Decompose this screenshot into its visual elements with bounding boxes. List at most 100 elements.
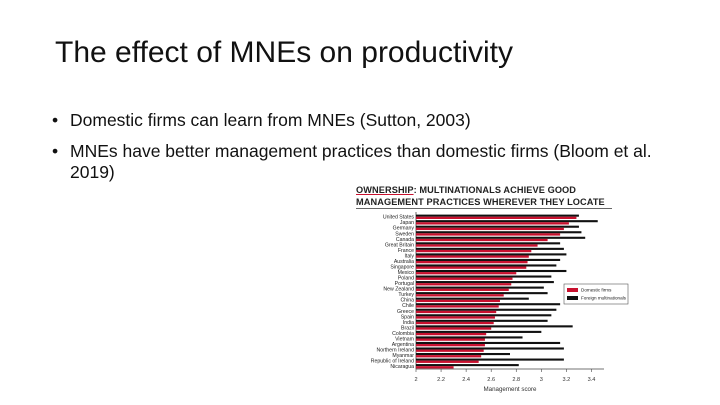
bar-domestic-firms [416,327,492,330]
x-axis-label: Management score [484,386,538,393]
legend-label: Foreign multinationals [581,296,627,301]
chart-title-rule [356,208,612,209]
category-label: Spain [401,314,414,320]
bar-foreign-multinationals [416,242,561,245]
category-label: Japan [400,220,414,226]
chart-legend [563,283,629,305]
category-label: Sweden [395,231,414,237]
bar-foreign-multinationals [416,303,561,306]
bar-foreign-multinationals [416,275,552,278]
category-label: Colombia [392,331,414,337]
bar-foreign-multinationals [416,258,561,261]
bullet-item: • Domestic firms can learn from MNEs (Su… [52,110,692,131]
bar-domestic-firms [416,227,564,231]
chart-title-highlight: OWNERSHIP [356,185,414,195]
slide-title: The effect of MNEs on productivity [55,36,513,69]
bar-domestic-firms [416,255,529,258]
bar-foreign-multinationals [416,330,542,333]
bar-foreign-multinationals [416,297,529,300]
x-tick-label: 3 [540,377,543,383]
bar-domestic-firms [416,238,548,242]
bar-domestic-firms [416,222,569,225]
category-label: Vietnam [395,336,414,342]
category-label: Great Britain [385,242,414,248]
category-label: Myanmar [392,353,414,359]
bar-foreign-multinationals [416,336,523,339]
bar-domestic-firms [416,216,577,219]
category-label: United States [383,215,415,221]
bullet-dot: • [52,141,59,161]
bar-foreign-multinationals [416,352,510,356]
category-label: France [398,248,414,254]
bar-foreign-multinationals [416,314,552,317]
bar-domestic-firms [416,338,485,341]
bullet-list: • Domestic firms can learn from MNEs (Su… [52,110,692,193]
category-label: Brazil [401,325,414,331]
bar-domestic-firms [416,294,504,297]
bar-domestic-firms [416,283,512,286]
bar-domestic-firms [416,355,482,358]
x-tick-label: 2 [414,377,417,383]
bullet-dot: • [52,110,59,130]
bullet-item: • MNEs have better management practices … [52,141,692,183]
bar-foreign-multinationals [416,341,561,345]
x-tick-label: 2.6 [487,377,495,383]
bar-domestic-firms [416,266,527,269]
bar-domestic-firms [416,249,532,253]
chart-title-rest: : MULTINATIONALS ACHIEVE GOOD MANAGEMENT… [356,185,605,207]
category-label: Argentina [392,342,414,348]
category-label: Nicaragua [390,364,414,370]
bar-foreign-multinationals [416,292,548,295]
legend-swatch [567,288,578,292]
category-label: Republic of Ireland [371,359,414,365]
bar-domestic-firms [416,305,499,308]
bar-foreign-multinationals [416,220,598,223]
bar-domestic-firms [416,360,479,363]
chart-figure: OWNERSHIP: MULTINATIONALS ACHIEVE GOOD M… [352,183,630,399]
legend-swatch [567,296,578,300]
bar-domestic-firms [416,316,495,319]
bar-foreign-multinationals [416,253,567,256]
bar-foreign-multinationals [416,264,557,267]
category-label: Portugal [395,281,414,287]
bar-foreign-multinationals [416,236,586,239]
x-tick-label: 2.2 [437,377,445,383]
category-label: Poland [398,276,414,282]
bar-domestic-firms [416,349,484,352]
bar-domestic-firms [416,288,509,291]
bar-domestic-firms [416,233,561,236]
legend-label: Domestic firms [581,288,612,293]
bar-foreign-multinationals [416,286,544,289]
bar-domestic-firms [416,260,528,264]
category-label: Australia [394,259,414,265]
category-label: Italy [404,253,414,259]
bar-foreign-multinationals [416,308,557,311]
bar-foreign-multinationals [416,269,567,273]
category-label: India [403,320,414,326]
bar-foreign-multinationals [416,319,548,322]
category-label: New Zealand [383,287,414,293]
bar-foreign-multinationals [416,281,554,284]
category-label: Turkey [398,292,414,298]
bar-foreign-multinationals [416,358,564,361]
bar-foreign-multinationals [416,247,564,250]
category-label: Greece [397,309,414,315]
x-tick-label: 2.4 [462,377,470,383]
bar-foreign-multinationals [416,364,519,367]
category-label: Canada [396,237,414,243]
category-label: Germany [393,226,415,232]
bar-domestic-firms [416,299,500,303]
x-tick-label: 3.2 [563,377,571,383]
x-tick-label: 2.8 [512,377,520,383]
category-label: China [400,298,414,304]
bar-domestic-firms [416,366,454,369]
bar-domestic-firms [416,332,487,336]
x-tick-label: 3.4 [588,377,596,383]
bar-foreign-multinationals [416,225,579,228]
bar-foreign-multinationals [416,347,564,350]
category-label: Singapore [390,264,414,270]
bullet-text: Domestic firms can learn from MNEs (Sutt… [70,110,471,130]
bar-domestic-firms [416,244,538,247]
chart-title: OWNERSHIP: MULTINATIONALS ACHIEVE GOOD M… [356,184,628,208]
bar-domestic-firms [416,272,517,275]
